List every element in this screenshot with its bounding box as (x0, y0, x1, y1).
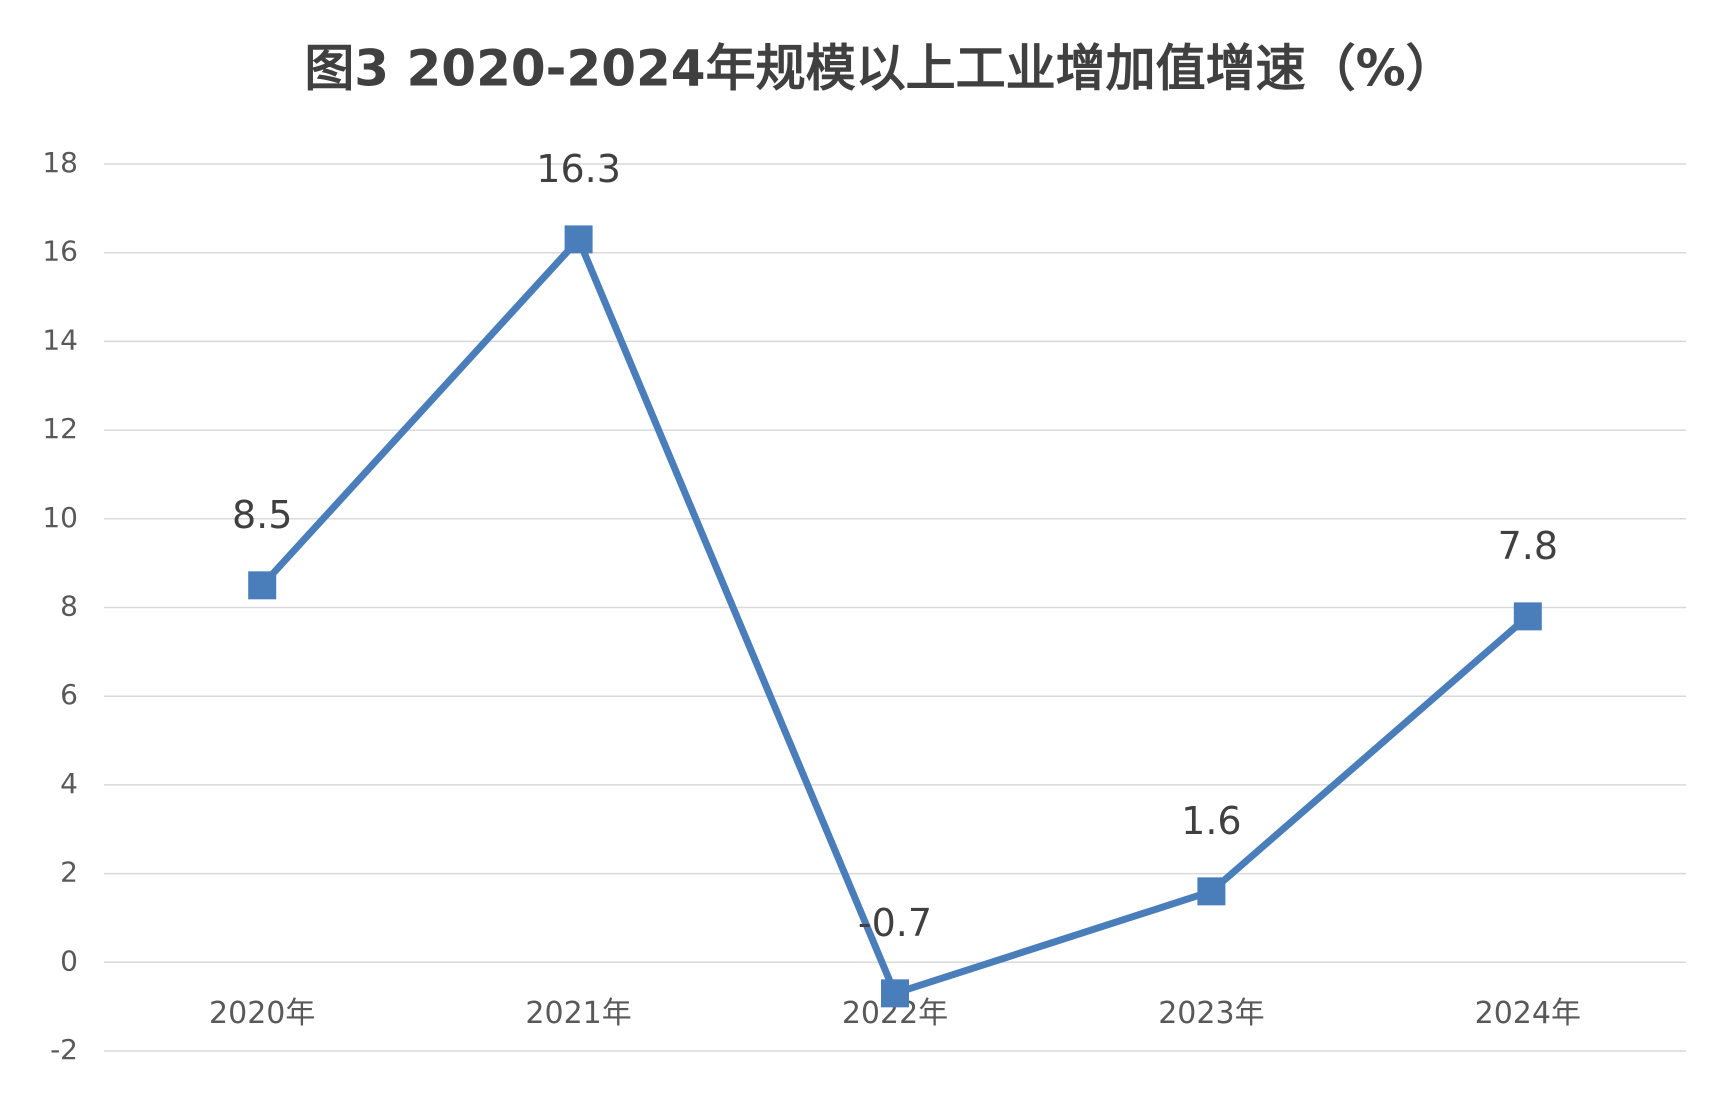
y-tick-label: 2 (60, 856, 78, 889)
marker (1513, 602, 1542, 631)
y-tick-label: 12 (42, 412, 78, 445)
y-tick-label: 6 (60, 678, 78, 711)
x-tick-label: 2020年 (209, 996, 315, 1031)
marker (1197, 877, 1226, 906)
data-label: 7.8 (1498, 524, 1558, 568)
marker (564, 225, 593, 254)
data-label: -0.7 (858, 901, 932, 945)
y-tick-label: 16 (42, 235, 78, 268)
marker (881, 979, 909, 1008)
data-label: 16.3 (536, 147, 621, 191)
x-tick-label: 2024年 (1475, 996, 1581, 1031)
y-tick-label: 18 (42, 146, 78, 179)
y-tick-label: 10 (42, 501, 78, 534)
marker (248, 571, 277, 600)
x-tick-label: 2023年 (1158, 996, 1264, 1031)
data-label: 1.6 (1181, 799, 1241, 843)
y-tick-label: 4 (60, 767, 78, 800)
data-label: 8.5 (232, 493, 292, 537)
y-tick-label: 8 (60, 590, 78, 623)
y-tick-label: 0 (60, 944, 78, 977)
y-tick-label: -2 (50, 1033, 78, 1066)
chart-title: 图3 2020-2024年规模以上工业增加值增速（%） (304, 40, 1455, 98)
y-tick-label: 14 (42, 323, 78, 356)
x-tick-label: 2021年 (525, 996, 631, 1031)
